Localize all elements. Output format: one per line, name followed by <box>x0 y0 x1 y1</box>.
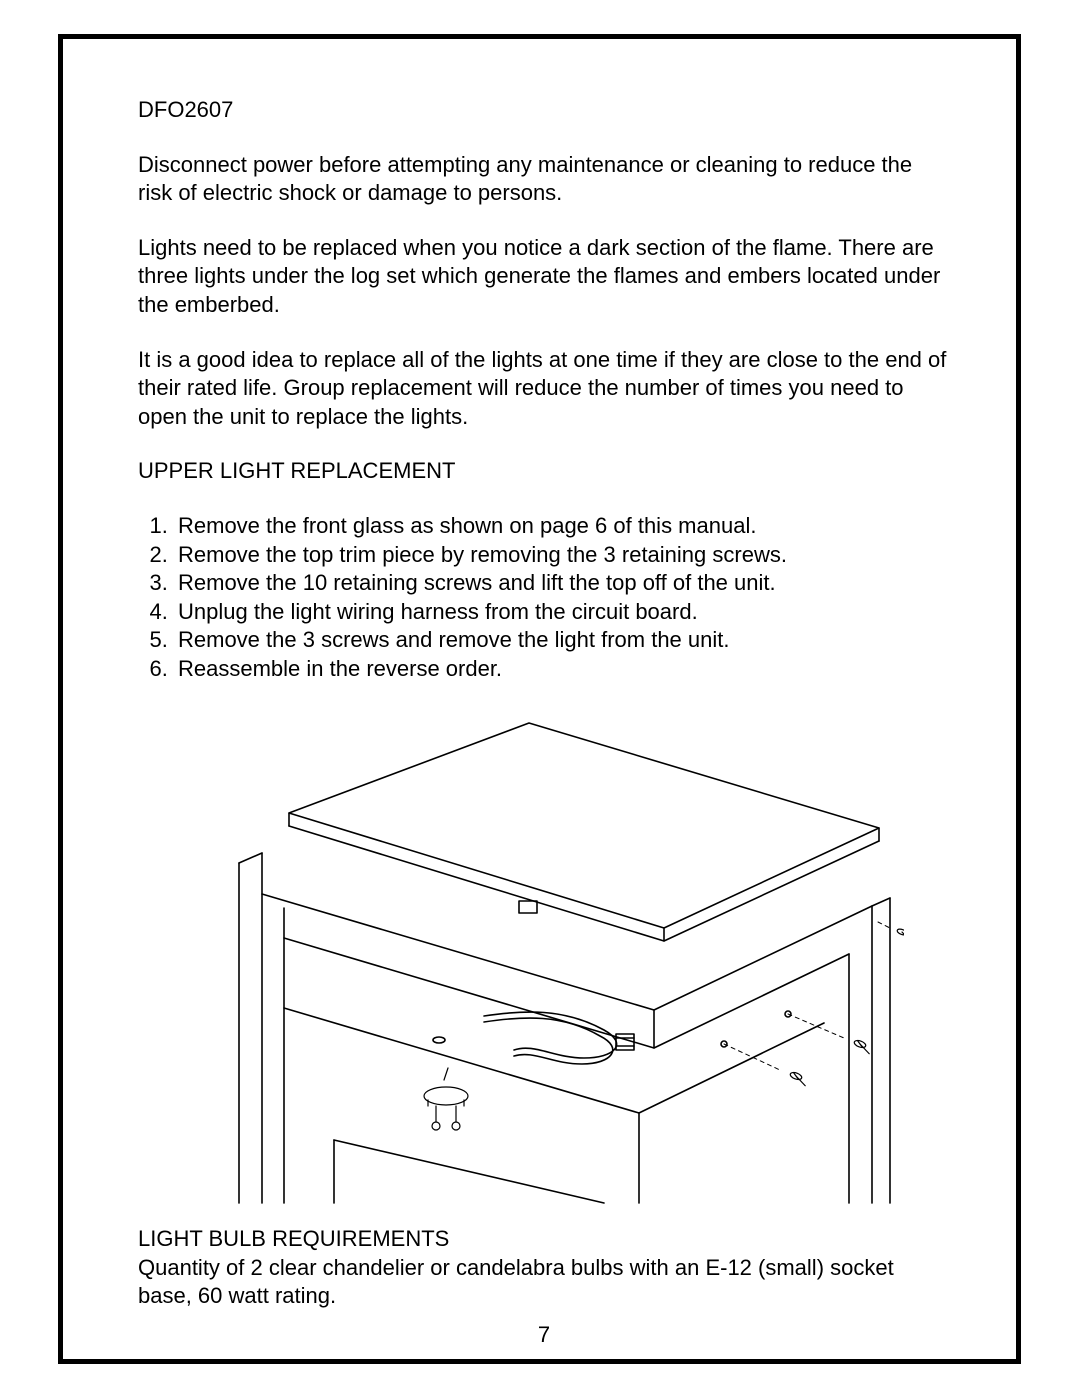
page-number: 7 <box>138 1321 950 1350</box>
page-frame: DFO2607 Disconnect power before attempti… <box>58 34 1021 1364</box>
step-item: Unplug the light wiring harness from the… <box>174 598 950 627</box>
bulb-requirements-text: Quantity of 2 clear chandelier or candel… <box>138 1254 950 1311</box>
step-item: Remove the top trim piece by removing th… <box>174 541 950 570</box>
step-item: Remove the 3 screws and remove the light… <box>174 626 950 655</box>
fireplace-line-drawing <box>184 708 904 1208</box>
exploded-diagram <box>138 708 950 1216</box>
step-item: Remove the front glass as shown on page … <box>174 512 950 541</box>
lights-info-paragraph: Lights need to be replaced when you noti… <box>138 234 950 320</box>
step-item: Remove the 10 retaining screws and lift … <box>174 569 950 598</box>
group-replace-paragraph: It is a good idea to replace all of the … <box>138 346 950 432</box>
bulb-requirements-block: LIGHT BULB REQUIREMENTS Quantity of 2 cl… <box>138 1225 950 1311</box>
step-item: Reassemble in the reverse order. <box>174 655 950 684</box>
warning-paragraph: Disconnect power before attempting any m… <box>138 151 950 208</box>
upper-light-heading: UPPER LIGHT REPLACEMENT <box>138 457 950 486</box>
model-number: DFO2607 <box>138 96 950 125</box>
bulb-requirements-heading: LIGHT BULB REQUIREMENTS <box>138 1225 950 1254</box>
upper-light-steps: Remove the front glass as shown on page … <box>138 512 950 684</box>
page-content: DFO2607 Disconnect power before attempti… <box>138 96 950 1349</box>
